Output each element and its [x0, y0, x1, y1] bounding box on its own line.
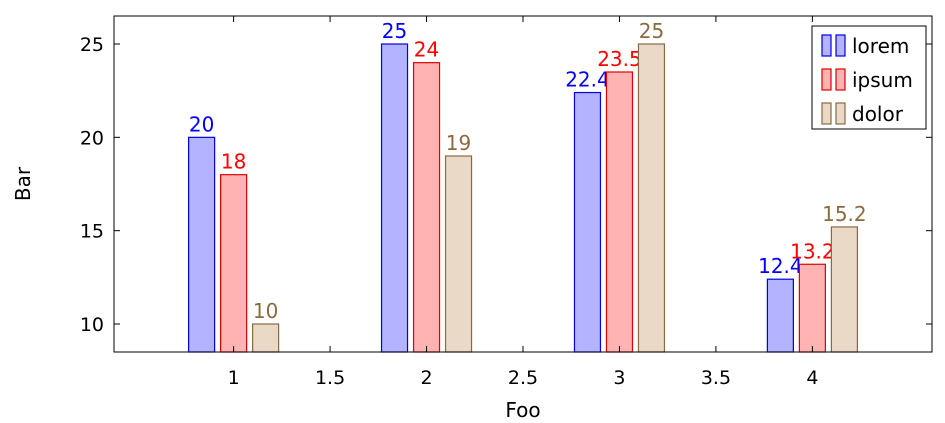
legend-label-lorem: lorem — [852, 34, 909, 58]
x-tick-label-2.5: 2.5 — [508, 367, 538, 389]
bar-dolor-2 — [444, 155, 473, 353]
legend-swatch-dolor-2 — [835, 102, 846, 125]
bar-dolor-4 — [830, 226, 858, 353]
data-label-lorem-3: 22.4 — [565, 68, 610, 92]
plot-marks: 20 25 22.4 12.4 18 24 23.5 13.2 10 19 25 15.2 — [188, 19, 867, 353]
x-tick-label-3.5: 3.5 — [701, 367, 731, 389]
data-label-dolor-2: 19 — [446, 131, 471, 155]
bar-lorem-2 — [380, 43, 409, 353]
x-tick-label-1: 1 — [228, 367, 240, 389]
data-label-lorem-2: 25 — [382, 19, 407, 43]
bar-lorem-3 — [573, 91, 602, 353]
legend-swatch-ipsum — [821, 68, 832, 91]
bar-ipsum-4 — [798, 263, 826, 353]
data-label-ipsum-2: 24 — [414, 38, 439, 62]
y-tick-label-10: 10 — [80, 314, 104, 336]
axes: 1 1.5 2 2.5 3 3.5 4 10 15 20 25 — [80, 16, 932, 389]
bar-lorem-4 — [766, 278, 794, 353]
bar-lorem-1 — [188, 136, 216, 353]
y-axis-title: Bar — [11, 166, 35, 201]
x-tick-label-2: 2 — [420, 367, 432, 389]
y-tick-label-15: 15 — [80, 221, 104, 243]
y-tick-label-20: 20 — [80, 127, 104, 149]
data-label-lorem-4: 12.4 — [758, 254, 803, 278]
x-tick-label-4: 4 — [806, 367, 818, 389]
data-label-dolor-3: 25 — [639, 19, 664, 43]
legend-label-ipsum: ipsum — [852, 68, 913, 92]
legend: lorem ipsum dolor — [811, 25, 927, 130]
bar-ipsum-2 — [412, 62, 441, 353]
data-label-ipsum-1: 18 — [221, 150, 246, 174]
data-label-dolor-4: 15.2 — [822, 202, 867, 226]
x-tick-label-3: 3 — [613, 367, 625, 389]
legend-label-dolor: dolor — [852, 102, 904, 126]
bar-ipsum-1 — [220, 174, 248, 353]
bar-dolor-1 — [252, 323, 280, 353]
legend-swatch-lorem — [821, 34, 832, 57]
data-label-ipsum-4: 13.2 — [790, 239, 835, 263]
data-label-ipsum-3: 23.5 — [597, 47, 642, 71]
x-axis-title: Foo — [505, 398, 540, 422]
data-label-lorem-1: 20 — [189, 112, 214, 136]
data-label-dolor-1: 10 — [253, 299, 278, 323]
x-tick-label-1.5: 1.5 — [315, 367, 345, 389]
legend-swatch-dolor — [821, 102, 832, 125]
bar-dolor-3 — [637, 43, 666, 353]
bar-ipsum-3 — [605, 71, 634, 353]
legend-swatch-ipsum-2 — [835, 68, 846, 91]
y-tick-label-25: 25 — [80, 34, 104, 56]
legend-swatch-lorem-2 — [835, 34, 846, 57]
